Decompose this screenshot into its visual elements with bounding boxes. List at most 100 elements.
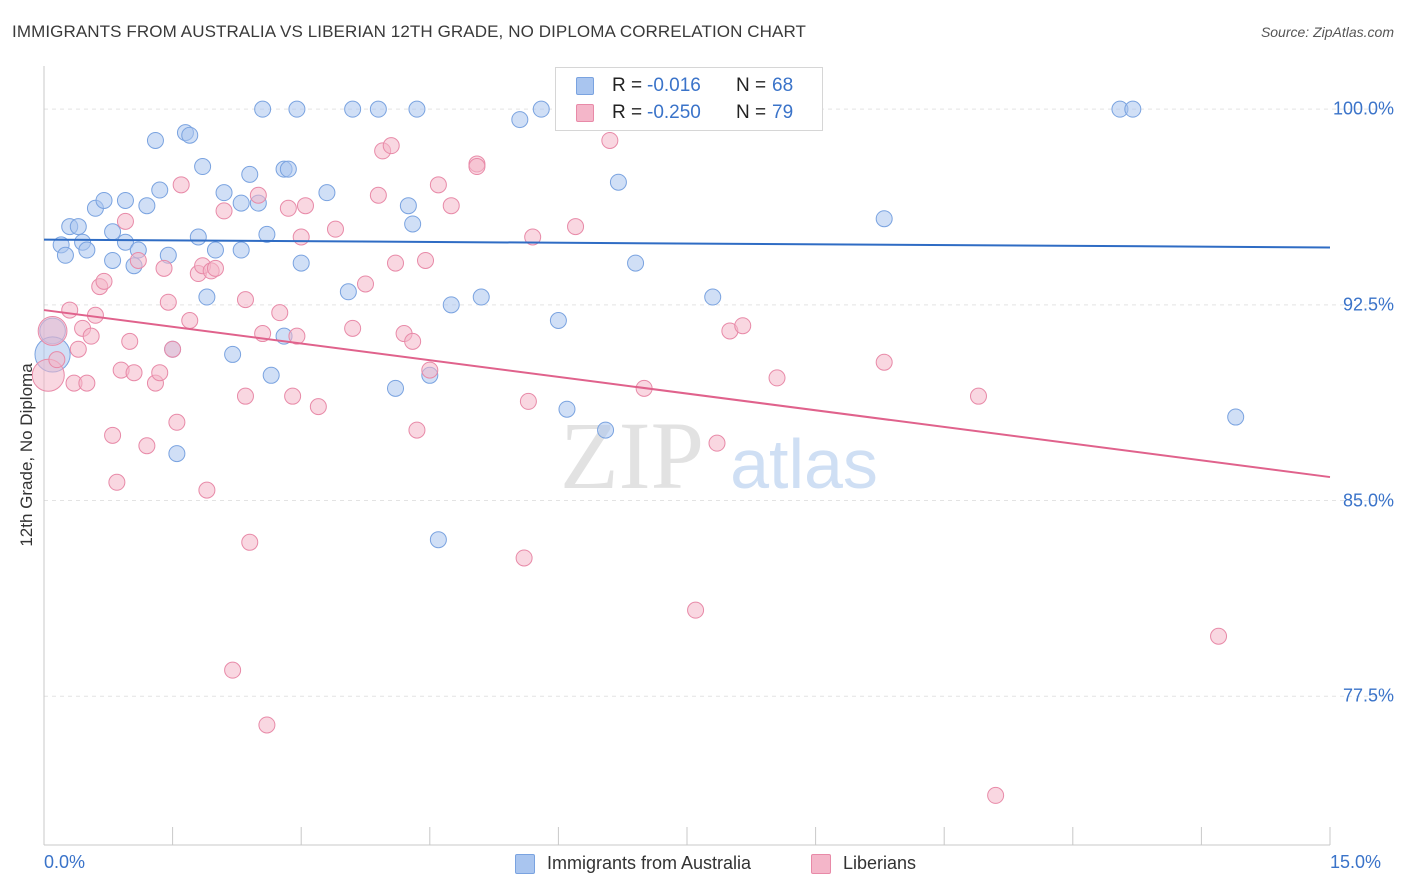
data-point bbox=[597, 421, 615, 439]
axes bbox=[43, 66, 1331, 846]
data-point bbox=[116, 212, 134, 230]
data-point bbox=[429, 176, 447, 194]
data-point bbox=[121, 332, 139, 350]
data-point bbox=[138, 197, 156, 215]
data-point bbox=[1124, 100, 1142, 118]
data-point bbox=[387, 254, 405, 272]
legend-r-label: R = bbox=[612, 75, 643, 96]
legend-n-label: N = bbox=[736, 75, 767, 96]
legend-r-value: -0.250 bbox=[647, 102, 701, 123]
data-point bbox=[284, 387, 302, 405]
data-point bbox=[279, 160, 297, 178]
data-point bbox=[408, 421, 426, 439]
data-point bbox=[168, 445, 186, 463]
data-point bbox=[296, 197, 314, 215]
data-point bbox=[116, 191, 134, 209]
data-point bbox=[69, 218, 87, 236]
data-point bbox=[515, 549, 533, 567]
y-tick-label: 100.0% bbox=[1332, 98, 1394, 119]
data-point bbox=[442, 296, 460, 314]
legend-swatch-liberians bbox=[811, 854, 831, 874]
data-point bbox=[125, 364, 143, 382]
data-point bbox=[236, 291, 254, 309]
data-point bbox=[399, 197, 417, 215]
data-point bbox=[95, 191, 113, 209]
data-point bbox=[292, 254, 310, 272]
data-point bbox=[524, 228, 542, 246]
data-point bbox=[271, 304, 289, 322]
data-point bbox=[875, 210, 893, 228]
data-point bbox=[768, 369, 786, 387]
legend-label-liberians: Liberians bbox=[843, 853, 917, 873]
data-point bbox=[734, 317, 752, 335]
data-point bbox=[198, 288, 216, 306]
data-point bbox=[159, 293, 177, 311]
data-point bbox=[206, 259, 224, 277]
legend-n-value: 68 bbox=[772, 75, 794, 96]
data-point bbox=[704, 288, 722, 306]
legend-label-australia: Immigrants from Australia bbox=[547, 853, 752, 873]
data-point bbox=[472, 288, 490, 306]
legend-r-value: -0.016 bbox=[647, 75, 701, 96]
trend-lines bbox=[43, 238, 1331, 479]
data-point bbox=[262, 366, 280, 384]
data-point bbox=[511, 111, 529, 129]
data-point bbox=[609, 173, 627, 191]
data-point bbox=[258, 225, 276, 243]
trend-line-liberians bbox=[43, 309, 1331, 479]
x-tick-label-max: 15.0% bbox=[1330, 852, 1382, 872]
legend-n-value: 79 bbox=[772, 102, 794, 123]
data-point bbox=[344, 100, 362, 118]
data-point bbox=[318, 184, 336, 202]
y-axis-label: 12th Grade, No Diploma bbox=[17, 363, 36, 547]
data-point bbox=[95, 272, 113, 290]
data-point bbox=[232, 241, 250, 259]
data-point bbox=[429, 531, 447, 549]
data-point bbox=[61, 301, 79, 319]
data-point bbox=[236, 387, 254, 405]
data-point bbox=[344, 319, 362, 337]
data-point bbox=[224, 661, 242, 679]
stats-legend: R = -0.016 N = 68 R = -0.250 N = 79 bbox=[555, 67, 823, 131]
data-point bbox=[82, 327, 100, 345]
data-point bbox=[279, 199, 297, 217]
data-point bbox=[168, 413, 186, 431]
data-point bbox=[146, 131, 164, 149]
data-point bbox=[241, 165, 259, 183]
data-point bbox=[1227, 408, 1245, 426]
data-point bbox=[468, 158, 486, 176]
data-point bbox=[532, 100, 550, 118]
y-tick-label: 92.5% bbox=[1342, 294, 1394, 315]
x-tick-label-min: 0.0% bbox=[44, 852, 86, 872]
data-point bbox=[1210, 627, 1228, 645]
data-point bbox=[104, 223, 122, 241]
data-point bbox=[56, 246, 74, 264]
data-point bbox=[104, 251, 122, 269]
data-point bbox=[151, 364, 169, 382]
data-point bbox=[104, 426, 122, 444]
data-point bbox=[558, 400, 576, 418]
data-point bbox=[442, 197, 460, 215]
data-point bbox=[417, 251, 435, 269]
data-point bbox=[404, 332, 422, 350]
data-point bbox=[339, 283, 357, 301]
data-point bbox=[172, 176, 190, 194]
data-point bbox=[987, 786, 1005, 804]
series-liberians-points bbox=[31, 131, 1228, 804]
y-tick-label: 85.0% bbox=[1342, 490, 1394, 511]
legend-swatch-liberians bbox=[576, 104, 594, 122]
data-point bbox=[408, 100, 426, 118]
data-point bbox=[369, 186, 387, 204]
data-point bbox=[875, 353, 893, 371]
data-point bbox=[254, 100, 272, 118]
data-point bbox=[215, 184, 233, 202]
data-point bbox=[292, 228, 310, 246]
data-point bbox=[382, 137, 400, 155]
watermark-zip: ZIP bbox=[560, 402, 704, 509]
trend-line-australia bbox=[43, 238, 1331, 249]
data-point bbox=[155, 259, 173, 277]
data-point bbox=[108, 473, 126, 491]
legend-swatch-australia bbox=[576, 77, 594, 95]
data-point bbox=[215, 202, 233, 220]
data-point bbox=[224, 345, 242, 363]
